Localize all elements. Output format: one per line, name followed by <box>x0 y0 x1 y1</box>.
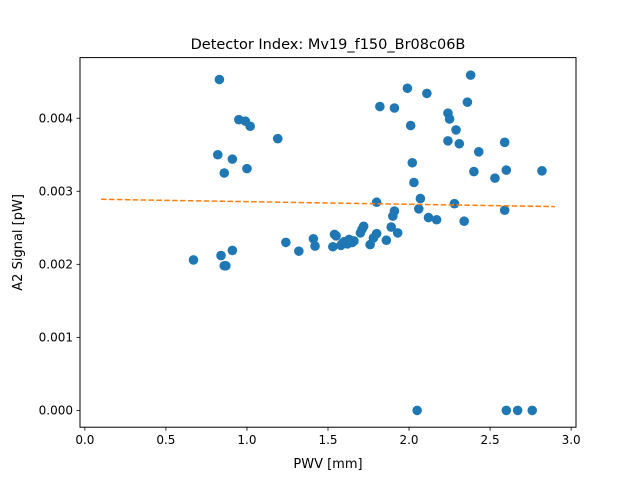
data-point <box>415 193 426 204</box>
data-point <box>409 177 419 188</box>
data-point <box>469 166 479 177</box>
data-point <box>499 137 510 148</box>
data-point <box>407 157 418 168</box>
y-tick-label: 0.003 <box>39 184 73 198</box>
data-point <box>449 198 460 209</box>
data-point <box>422 88 432 99</box>
x-tick-label: 1.5 <box>318 433 337 447</box>
data-point <box>272 133 283 144</box>
data-point <box>242 163 252 174</box>
data-point <box>331 231 341 241</box>
data-point <box>214 74 225 85</box>
data-point <box>402 83 413 94</box>
data-point <box>389 103 400 113</box>
plot-area <box>101 70 555 416</box>
data-point <box>451 125 461 135</box>
data-point <box>501 405 512 416</box>
data-point <box>219 260 230 271</box>
data-point <box>405 120 416 131</box>
data-point <box>490 173 500 183</box>
data-point <box>499 205 510 216</box>
data-point <box>308 233 319 244</box>
data-point <box>310 241 320 251</box>
data-point <box>328 241 338 252</box>
data-point <box>371 197 382 208</box>
data-point <box>349 236 359 246</box>
data-point <box>212 149 223 160</box>
data-point <box>371 228 382 239</box>
data-point <box>413 204 424 214</box>
y-tick-label: 0.000 <box>39 404 73 418</box>
data-point <box>227 154 238 164</box>
data-point <box>227 245 238 256</box>
data-point <box>281 237 291 248</box>
data-point <box>392 228 403 238</box>
x-tick-label: 0.5 <box>156 433 175 447</box>
data-point <box>501 165 512 175</box>
data-point <box>444 114 455 124</box>
data-point <box>245 121 255 132</box>
x-tick-label: 1.0 <box>237 433 256 447</box>
data-point <box>454 138 465 149</box>
data-point <box>537 166 547 176</box>
chart-title: Detector Index: Mv19_f150_Br08c06B <box>191 37 466 53</box>
x-tick-label: 2.5 <box>481 433 500 447</box>
data-point <box>216 250 226 261</box>
data-point <box>423 212 434 223</box>
data-point <box>412 405 422 416</box>
y-tick-label: 0.001 <box>39 331 73 345</box>
y-axis-label: A2 Signal [pW] <box>11 194 26 291</box>
data-point <box>294 246 304 256</box>
data-point <box>431 214 442 225</box>
data-point <box>473 147 484 157</box>
x-tick-label: 3.0 <box>562 433 581 447</box>
data-point <box>386 222 397 232</box>
data-point <box>389 206 400 216</box>
data-point <box>381 235 392 246</box>
data-point <box>527 405 538 416</box>
data-point <box>462 97 473 107</box>
fit-line <box>101 198 555 208</box>
x-axis-label: PWV [mm] <box>293 457 362 472</box>
data-point <box>375 101 385 112</box>
data-point <box>443 136 453 146</box>
data-point <box>465 70 476 80</box>
data-point <box>512 405 523 416</box>
x-tick-label: 2.0 <box>399 433 418 447</box>
data-point <box>459 216 469 227</box>
y-tick-label: 0.004 <box>39 111 73 125</box>
x-tick-label: 0.0 <box>75 433 94 447</box>
data-point <box>188 255 199 265</box>
y-tick-label: 0.002 <box>39 258 73 272</box>
data-point <box>219 168 230 178</box>
data-point <box>358 221 369 232</box>
